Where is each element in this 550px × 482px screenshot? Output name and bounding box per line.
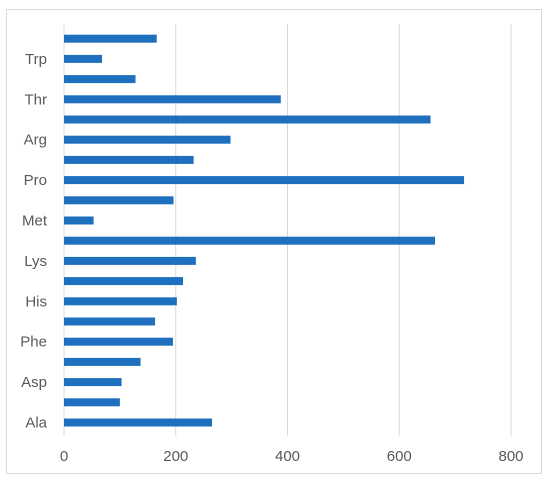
bar — [64, 196, 174, 205]
x-tick-label: 400 — [275, 448, 300, 465]
bar — [64, 256, 196, 265]
bar — [64, 155, 194, 164]
bar — [64, 398, 120, 407]
bar — [64, 95, 281, 104]
bar — [64, 75, 136, 84]
y-category-label: Phe — [20, 334, 47, 351]
y-category-label: Pro — [24, 172, 47, 189]
bar — [64, 54, 102, 63]
bar — [64, 176, 465, 185]
y-category-label: Asp — [21, 374, 47, 391]
bar — [64, 317, 156, 326]
bar — [64, 357, 141, 366]
bar — [64, 34, 157, 43]
x-tick-label: 800 — [498, 448, 523, 465]
bar — [64, 115, 431, 124]
chart-area: 0 200 400 600 800 Ala Asp Phe His Lys Met Pro Arg Thr… — [6, 9, 542, 474]
y-category-label: Met — [22, 213, 48, 230]
y-category-label: Arg — [24, 132, 47, 149]
y-category-label: Thr — [25, 91, 48, 108]
bar-chart: 0 200 400 600 800 Ala Asp Phe His Lys Met Pro Arg Thr… — [20, 24, 524, 465]
bar — [64, 236, 436, 245]
bar — [64, 337, 173, 346]
x-tick-label: 600 — [387, 448, 412, 465]
bar — [64, 277, 184, 286]
bar — [64, 297, 177, 306]
y-category-label: Lys — [24, 253, 47, 270]
bar — [64, 216, 94, 225]
bar — [64, 135, 231, 144]
y-category-label: His — [25, 293, 47, 310]
x-tick-label: 0 — [60, 448, 68, 465]
y-category-label: Trp — [25, 51, 47, 68]
bar — [64, 418, 213, 427]
x-tick-label: 200 — [163, 448, 188, 465]
y-category-label: Ala — [25, 415, 47, 432]
bar — [64, 378, 122, 387]
